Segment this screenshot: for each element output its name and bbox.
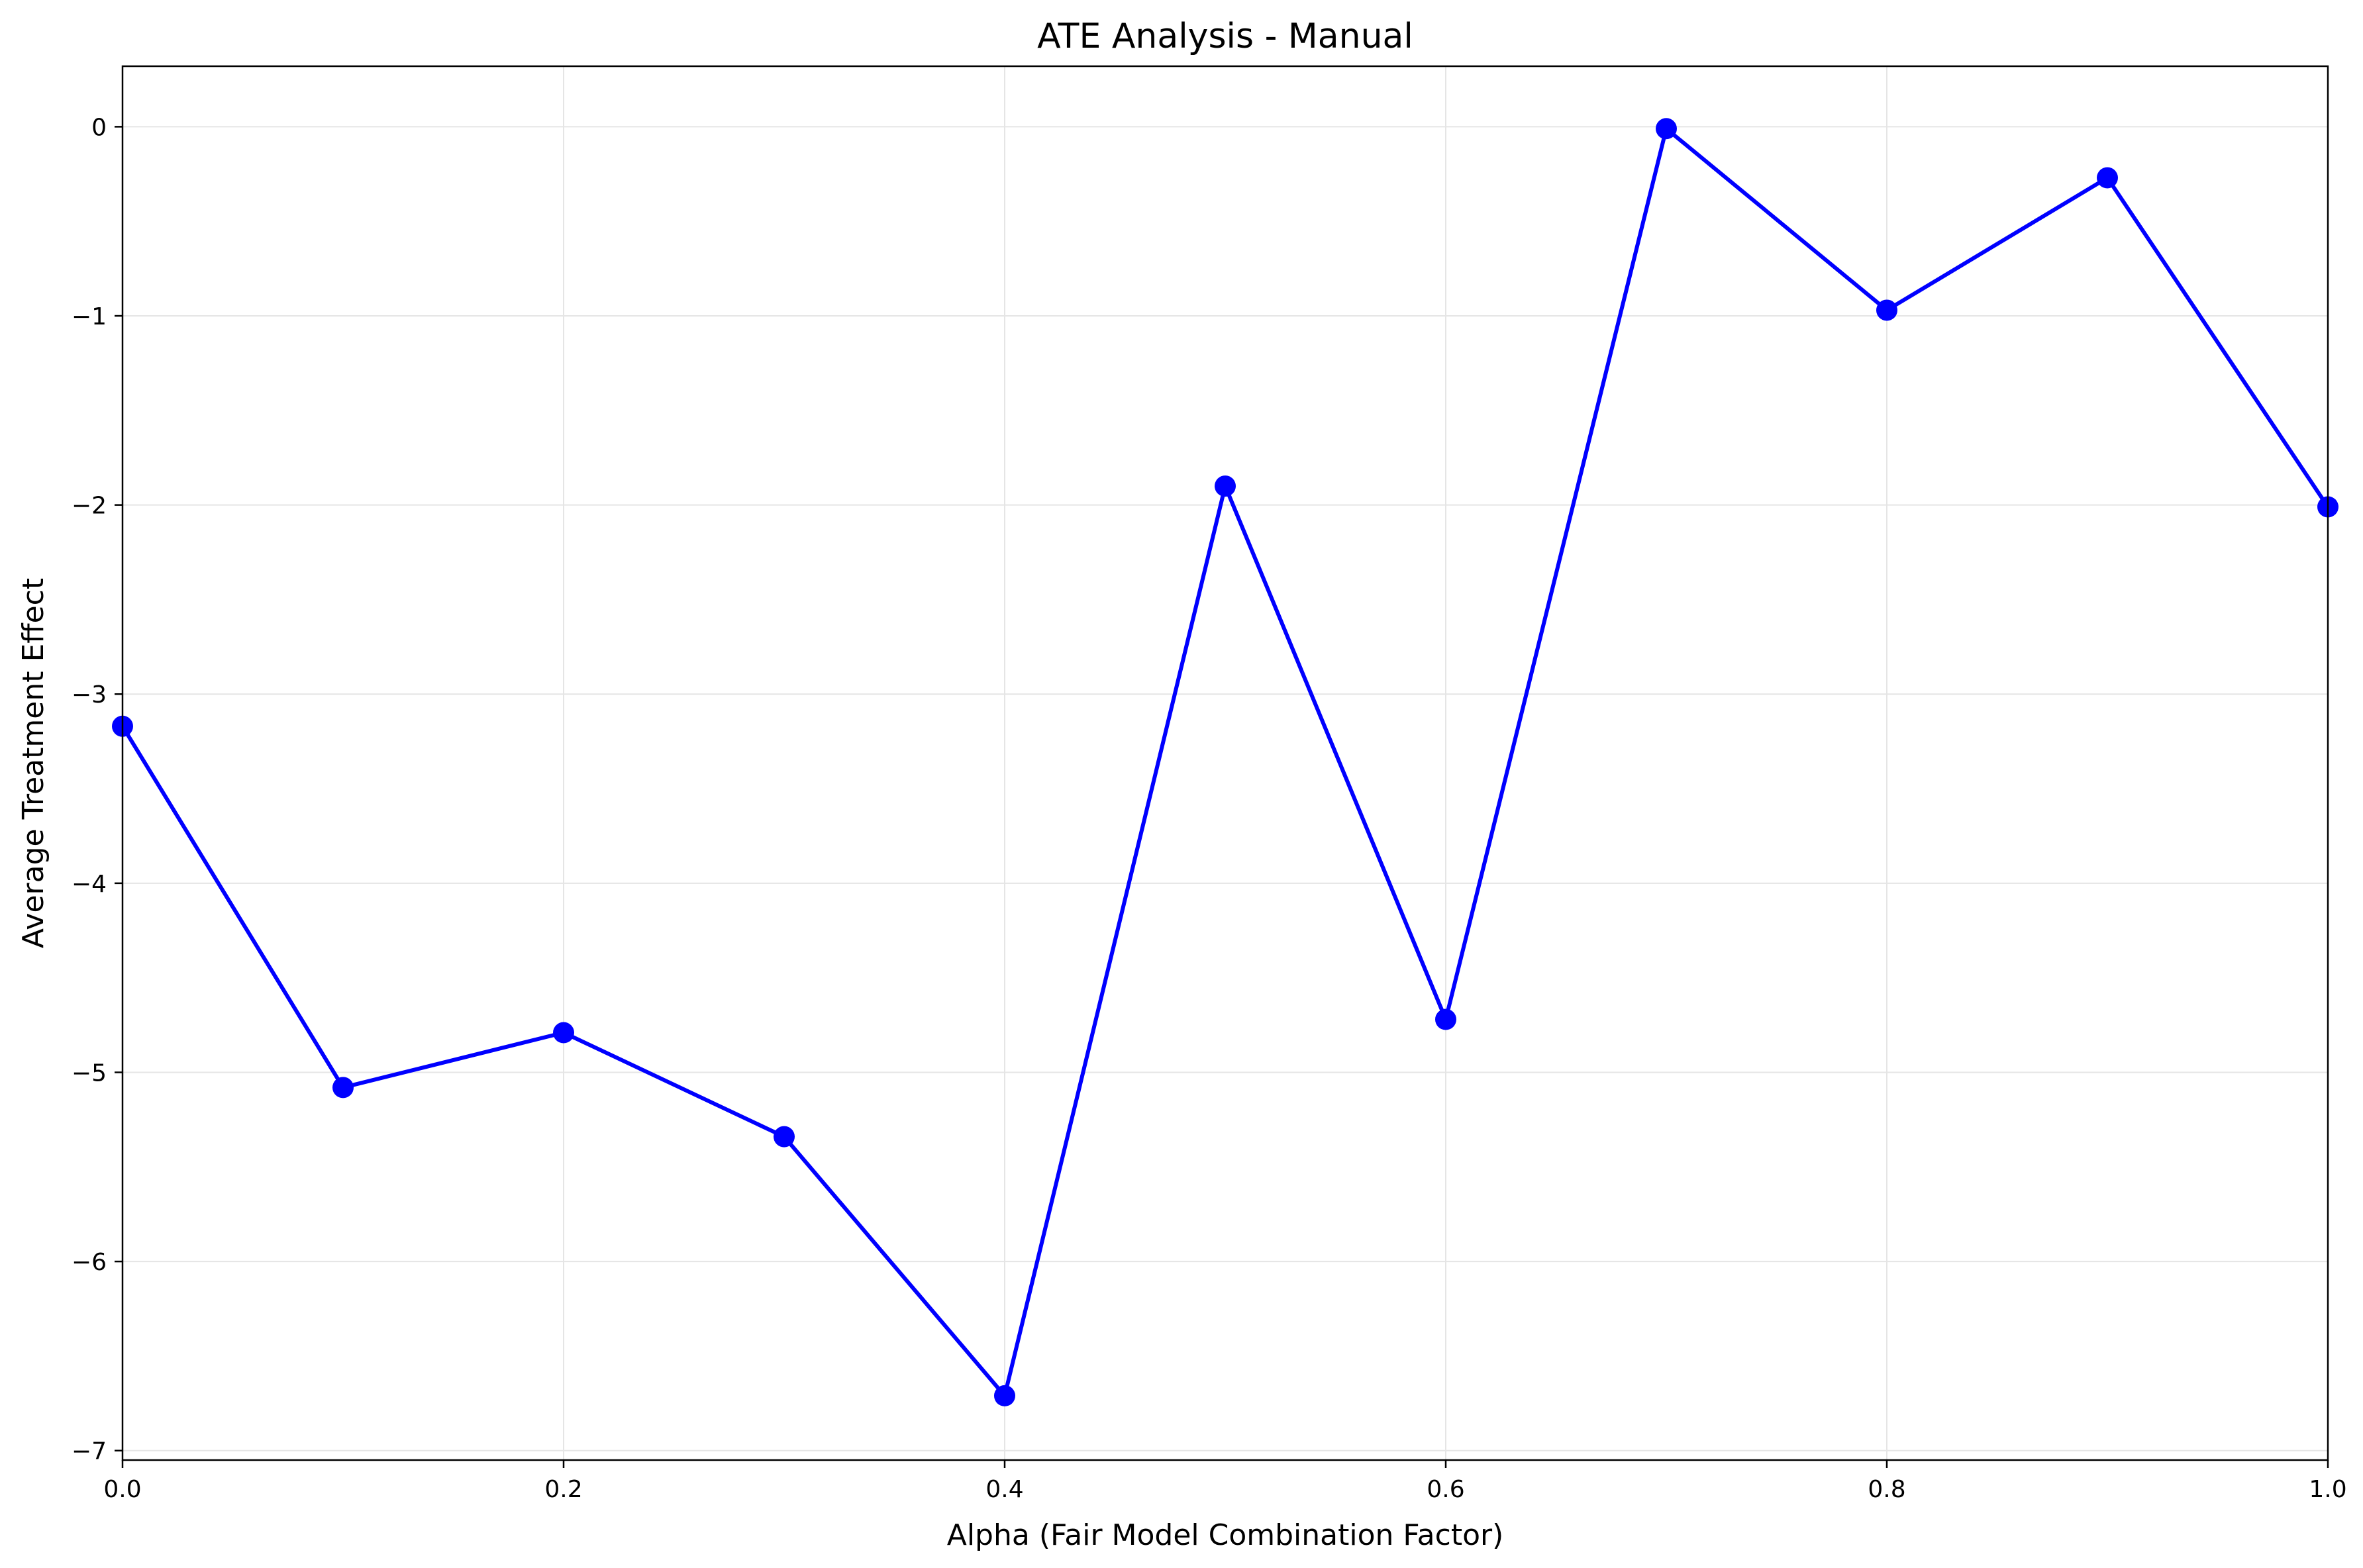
series-layer (112, 118, 2338, 1406)
y-tick-label: −4 (72, 871, 107, 898)
x-tick-label: 0.0 (103, 1476, 141, 1503)
y-tick-label: −2 (72, 493, 107, 520)
x-tick-label: 0.2 (544, 1476, 582, 1503)
data-point (332, 1077, 354, 1099)
x-axis-label: Alpha (Fair Model Combination Factor) (947, 1518, 1504, 1552)
data-point (1656, 118, 1677, 140)
y-axis-label: Average Treatment Effect (17, 578, 50, 948)
y-tick-label: −5 (72, 1059, 107, 1087)
data-point (1215, 475, 1236, 497)
data-point (553, 1022, 574, 1044)
data-point (1435, 1008, 1456, 1030)
x-tick-label: 0.4 (985, 1476, 1023, 1503)
y-tick-label: −3 (72, 681, 107, 709)
plot-frame (121, 65, 2329, 1461)
chart-title: ATE Analysis - Manual (1037, 17, 1413, 56)
series-line (121, 126, 2330, 1398)
axis-ticks: 0.0 0.2 0.4 0.6 0.8 1.0 0 −1 −2 −3 −4 −5 −6 −7 (72, 114, 2347, 1503)
x-tick-label: 1.0 (2309, 1476, 2346, 1503)
data-point (2097, 167, 2118, 189)
x-tick-label: 0.8 (1868, 1476, 1905, 1503)
data-point (994, 1385, 1015, 1406)
data-point (1876, 299, 1897, 321)
data-point (774, 1126, 795, 1148)
y-tick-label: −6 (72, 1249, 107, 1276)
y-tick-label: 0 (91, 114, 107, 141)
x-tick-label: 0.6 (1427, 1476, 1464, 1503)
grid (122, 66, 2329, 1460)
y-tick-label: −1 (72, 303, 107, 330)
y-tick-label: −7 (72, 1438, 107, 1465)
